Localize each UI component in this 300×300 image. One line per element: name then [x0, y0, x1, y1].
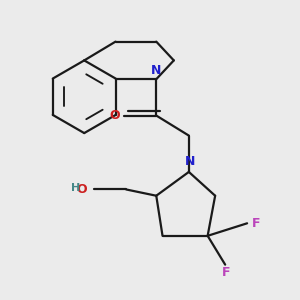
Text: N: N	[151, 64, 161, 77]
Text: F: F	[222, 266, 231, 279]
Text: O: O	[77, 183, 87, 196]
Text: O: O	[110, 109, 120, 122]
Text: N: N	[185, 155, 195, 168]
Text: F: F	[252, 217, 261, 230]
Text: H: H	[70, 183, 80, 193]
